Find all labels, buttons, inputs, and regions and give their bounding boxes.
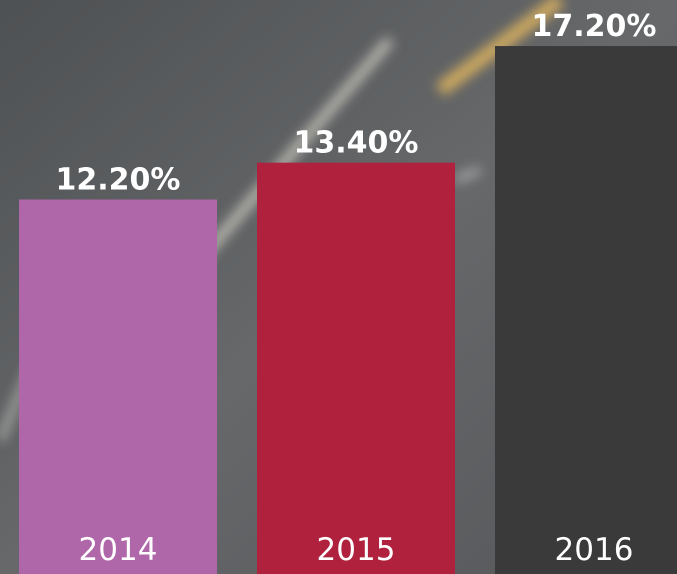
bar: [495, 46, 677, 574]
chart: 12.20% 2014 13.40% 2015 17.20% 2016: [0, 0, 677, 574]
bar: [19, 200, 217, 574]
value-label: 12.20%: [56, 163, 181, 198]
category-label: 2015: [317, 532, 396, 568]
value-label: 13.40%: [294, 126, 419, 161]
page: 12.20%201413.40%201517.20%2016 (() => { …: [0, 0, 677, 574]
category-label: 2016: [555, 532, 634, 568]
value-label: 17.20%: [532, 9, 657, 44]
category-label: 2014: [79, 532, 158, 568]
bar: [257, 163, 455, 574]
